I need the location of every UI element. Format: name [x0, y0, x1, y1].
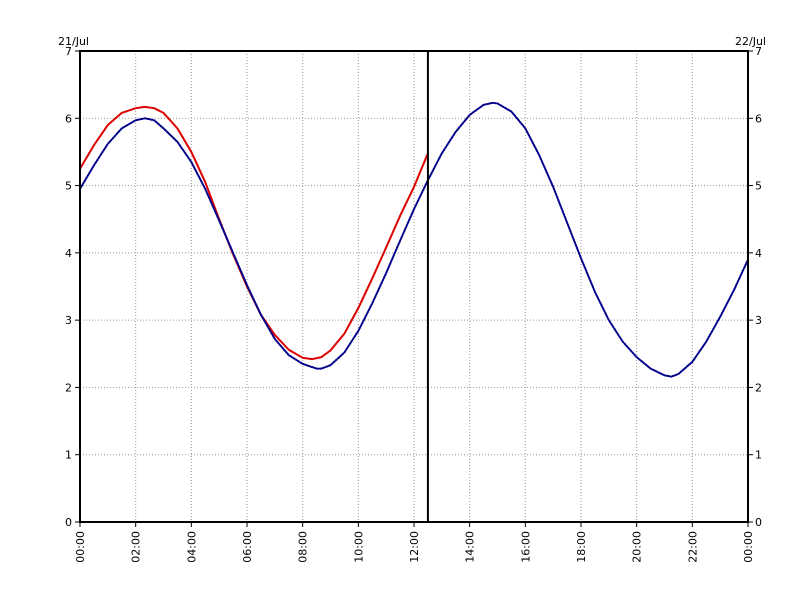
x-tick-label: 12:00 [408, 531, 421, 563]
end-date-label: 22/Jul [735, 35, 766, 48]
y-tick-label-right: 5 [755, 180, 762, 193]
x-tick-label: 00:00 [742, 531, 755, 563]
x-tick-label: 10:00 [352, 531, 365, 563]
y-tick-label-left: 3 [65, 314, 72, 327]
y-tick-label-left: 7 [65, 45, 72, 58]
x-tick-label: 08:00 [297, 531, 310, 563]
y-tick-label-left: 2 [65, 381, 72, 394]
y-tick-label-left: 4 [65, 247, 72, 260]
labels: 0 0 1 1 2 2 3 3 4 4 5 5 6 6 7 7 00:00 02:00 04:00 06:00 08:0… [58, 35, 766, 563]
x-tick-label: 14:00 [464, 531, 477, 563]
x-tick-label: 16:00 [519, 531, 532, 563]
x-tick-label: 02:00 [130, 531, 143, 563]
x-tick-label: 04:00 [185, 531, 198, 563]
predicted-tide-line [79, 101, 749, 378]
x-tick-label: 20:00 [631, 531, 644, 563]
observed-tide-line [79, 105, 429, 361]
plot-frame [79, 50, 749, 523]
y-tick-label-left: 1 [65, 449, 72, 462]
x-tick-label: 00:00 [74, 531, 87, 563]
x-tick-label: 18:00 [575, 531, 588, 563]
y-tick-label-right: 1 [755, 449, 762, 462]
series-layer [79, 101, 749, 378]
y-tick-label-right: 4 [755, 247, 762, 260]
axes [75, 50, 753, 527]
y-tick-label-right: 6 [755, 112, 762, 125]
grid [80, 51, 748, 522]
y-tick-label-right: 7 [755, 45, 762, 58]
y-tick-label-left: 5 [65, 180, 72, 193]
y-tick-label-right: 0 [755, 516, 762, 529]
x-tick-label: 22:00 [686, 531, 699, 563]
x-tick-label: 06:00 [241, 531, 254, 563]
y-tick-label-left: 6 [65, 112, 72, 125]
y-tick-label-left: 0 [65, 516, 72, 529]
y-tick-label-right: 2 [755, 381, 762, 394]
start-date-label: 21/Jul [58, 35, 89, 48]
y-tick-label-right: 3 [755, 314, 762, 327]
